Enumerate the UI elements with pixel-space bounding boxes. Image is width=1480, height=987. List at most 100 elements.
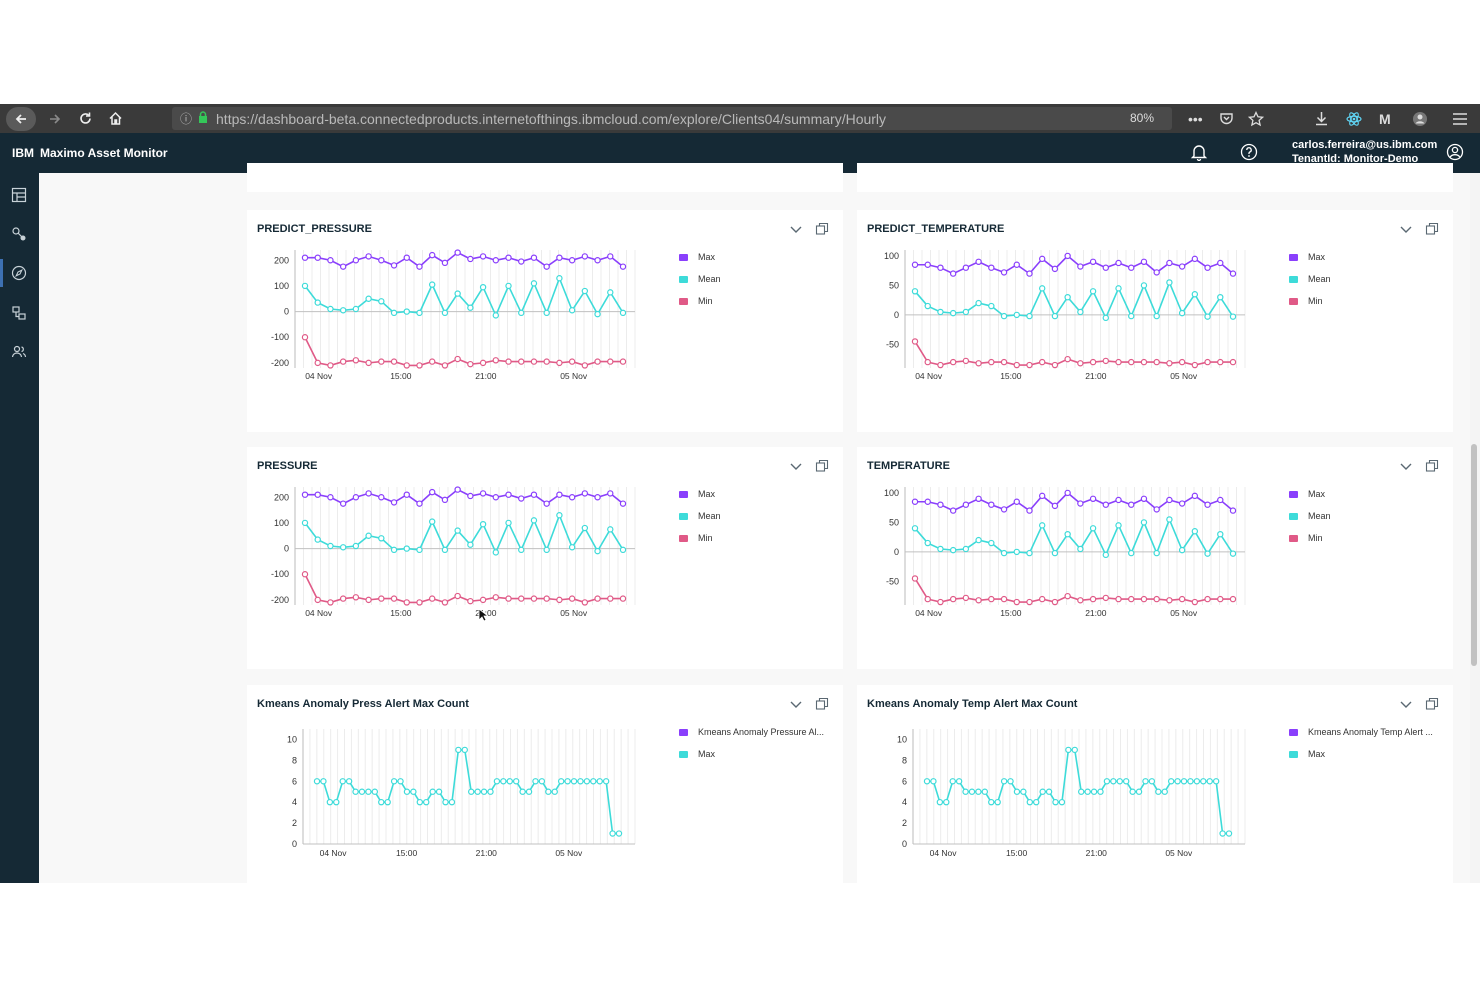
data-point[interactable]: [378, 595, 385, 602]
data-point[interactable]: [1000, 549, 1008, 557]
data-point[interactable]: [1071, 746, 1078, 754]
data-point[interactable]: [607, 526, 614, 533]
data-point[interactable]: [577, 778, 584, 785]
data-point[interactable]: [924, 498, 931, 505]
data-point[interactable]: [924, 595, 931, 603]
data-point[interactable]: [518, 546, 525, 554]
data-point[interactable]: [441, 309, 449, 317]
expand-icon[interactable]: [1425, 222, 1439, 236]
legend-item[interactable]: Min: [679, 290, 721, 312]
data-point[interactable]: [1077, 360, 1084, 367]
data-point[interactable]: [378, 535, 385, 542]
data-point[interactable]: [936, 798, 944, 806]
data-point[interactable]: [378, 798, 385, 806]
data-point[interactable]: [594, 358, 601, 365]
data-point[interactable]: [530, 254, 538, 261]
data-point[interactable]: [615, 830, 623, 837]
data-point[interactable]: [1064, 294, 1071, 301]
data-point[interactable]: [519, 788, 526, 795]
data-point[interactable]: [1102, 594, 1109, 602]
data-point[interactable]: [1115, 285, 1122, 292]
data-point[interactable]: [1115, 522, 1122, 529]
page-actions-icon[interactable]: •••: [1188, 110, 1203, 127]
data-point[interactable]: [543, 595, 550, 602]
data-point[interactable]: [994, 798, 1001, 806]
data-point[interactable]: [314, 359, 321, 367]
data-point[interactable]: [1013, 598, 1020, 606]
data-point[interactable]: [1013, 361, 1020, 369]
data-point[interactable]: [1077, 545, 1084, 553]
legend-item[interactable]: Max: [679, 483, 721, 505]
data-point[interactable]: [1153, 358, 1160, 366]
data-point[interactable]: [1128, 501, 1135, 508]
data-point[interactable]: [594, 547, 601, 555]
devices-icon[interactable]: [9, 224, 29, 244]
data-point[interactable]: [1122, 778, 1130, 785]
data-point[interactable]: [1217, 259, 1224, 267]
data-point[interactable]: [492, 312, 499, 319]
data-point[interactable]: [962, 264, 970, 271]
data-point[interactable]: [314, 254, 321, 261]
data-point[interactable]: [1115, 595, 1122, 603]
data-point[interactable]: [518, 595, 525, 602]
data-point[interactable]: [301, 282, 309, 290]
data-point[interactable]: [568, 544, 576, 551]
data-point[interactable]: [1229, 270, 1237, 277]
data-point[interactable]: [378, 494, 385, 501]
data-point[interactable]: [1064, 531, 1071, 538]
data-point[interactable]: [981, 788, 989, 795]
data-point[interactable]: [1013, 311, 1020, 319]
legend-item[interactable]: Max: [1289, 246, 1331, 268]
data-point[interactable]: [301, 491, 309, 498]
data-point[interactable]: [428, 595, 436, 602]
data-point[interactable]: [352, 542, 360, 550]
dashboard-icon[interactable]: [9, 185, 29, 205]
data-point[interactable]: [530, 280, 538, 287]
data-point[interactable]: [416, 599, 423, 606]
data-point[interactable]: [1204, 550, 1211, 557]
data-point[interactable]: [1097, 788, 1104, 795]
data-point[interactable]: [556, 596, 563, 604]
legend-item[interactable]: Max: [679, 246, 721, 268]
data-point[interactable]: [1052, 798, 1059, 806]
data-point[interactable]: [467, 597, 474, 605]
data-point[interactable]: [949, 309, 957, 317]
data-point[interactable]: [923, 778, 931, 785]
data-point[interactable]: [975, 597, 982, 604]
data-point[interactable]: [505, 282, 512, 290]
data-point[interactable]: [416, 500, 423, 507]
data-point[interactable]: [492, 549, 499, 556]
data-point[interactable]: [1000, 269, 1008, 276]
legend-item[interactable]: Max: [679, 743, 824, 765]
data-point[interactable]: [492, 357, 499, 364]
data-point[interactable]: [949, 546, 957, 554]
data-point[interactable]: [1058, 798, 1066, 806]
data-point[interactable]: [538, 778, 546, 785]
data-point[interactable]: [924, 358, 931, 366]
data-point[interactable]: [1229, 595, 1237, 603]
legend-item[interactable]: Min: [1289, 290, 1331, 312]
data-point[interactable]: [949, 778, 956, 785]
data-point[interactable]: [454, 486, 461, 493]
data-point[interactable]: [1102, 551, 1109, 559]
data-point[interactable]: [988, 501, 995, 508]
data-point[interactable]: [619, 263, 627, 270]
data-point[interactable]: [1153, 312, 1160, 320]
data-point[interactable]: [1026, 270, 1033, 277]
data-point[interactable]: [556, 254, 563, 261]
data-point[interactable]: [1204, 358, 1211, 366]
data-point[interactable]: [467, 360, 474, 368]
data-point[interactable]: [423, 798, 430, 806]
data-point[interactable]: [962, 788, 969, 795]
data-point[interactable]: [518, 358, 525, 365]
data-point[interactable]: [1128, 549, 1135, 557]
data-point[interactable]: [594, 310, 601, 318]
data-point[interactable]: [327, 542, 334, 550]
data-point[interactable]: [479, 596, 487, 604]
react-extension-icon[interactable]: [1346, 104, 1362, 133]
bookmark-star-icon[interactable]: [1248, 104, 1264, 133]
data-point[interactable]: [545, 788, 552, 795]
data-point[interactable]: [1084, 788, 1091, 795]
data-point[interactable]: [1038, 285, 1046, 292]
data-point[interactable]: [1161, 788, 1168, 795]
